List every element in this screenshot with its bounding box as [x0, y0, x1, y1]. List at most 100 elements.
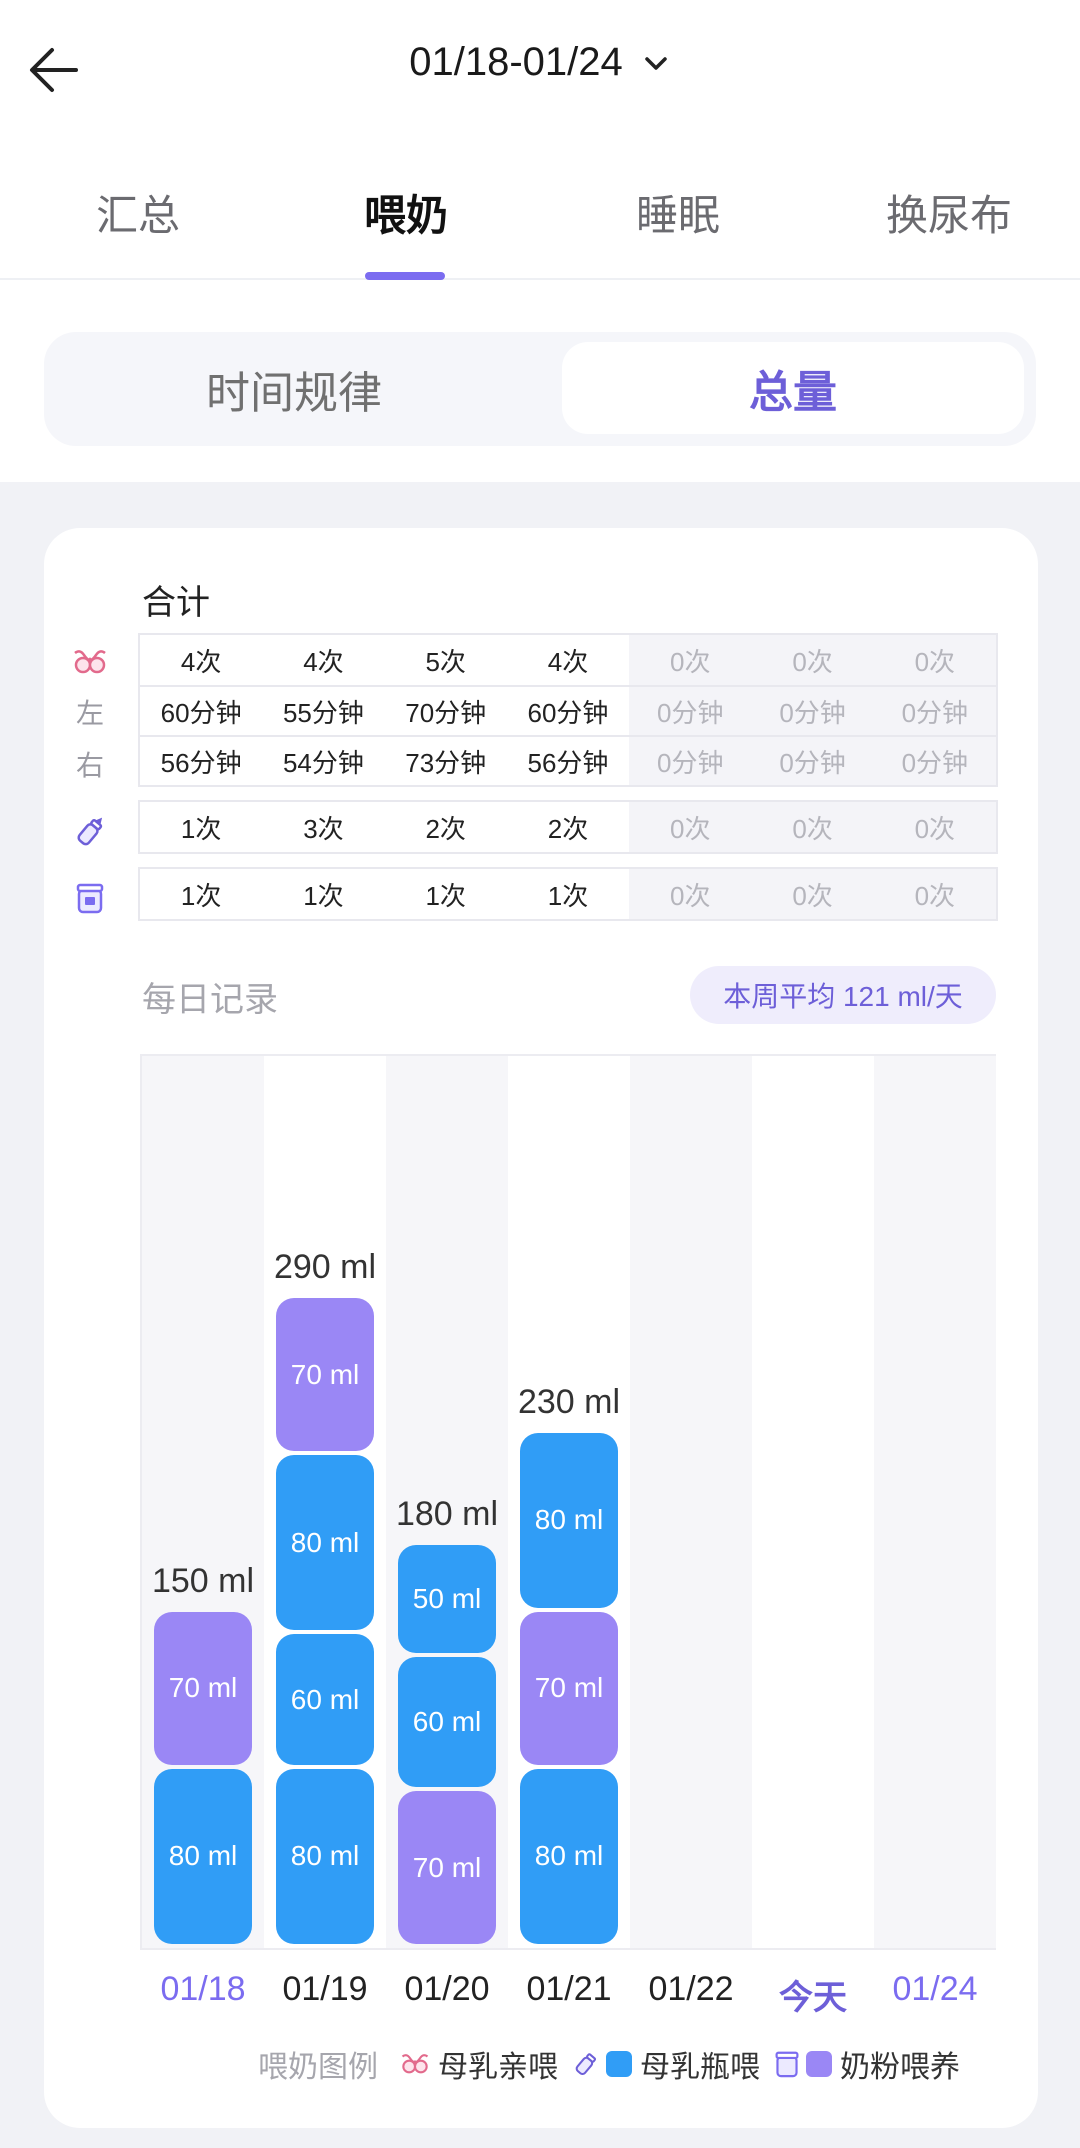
table-cell: 56分钟: [140, 737, 263, 785]
chart-bar-segment[interactable]: 70 ml: [398, 1791, 496, 1944]
chart-column: 70 ml 60 ml 50 ml 180 ml: [386, 1056, 508, 1948]
table-cell: 0次: [873, 802, 996, 852]
chart-total-label: 180 ml: [395, 1494, 499, 1533]
table-cell: 0次: [629, 802, 752, 852]
chart-x-tick-label[interactable]: 01/24: [892, 1970, 978, 2008]
table-cell: 73分钟: [384, 737, 507, 785]
legend-item-formula: 奶粉喂养: [774, 2042, 960, 2086]
date-range-selector[interactable]: 01/18-01/24: [0, 40, 1080, 85]
chart-bar-segment[interactable]: 60 ml: [276, 1634, 374, 1765]
tab-sleep[interactable]: 睡眠: [636, 192, 721, 239]
table-cell: 0次: [629, 635, 752, 685]
legend-label: 奶粉喂养: [840, 2051, 960, 2084]
chart-bar-segment[interactable]: 80 ml: [520, 1432, 618, 1608]
chart-column: [874, 1056, 996, 1948]
chart-bar-segment[interactable]: 80 ml: [276, 1455, 374, 1631]
legend-item-breastfeed: 母乳亲喂: [400, 2042, 558, 2086]
table-cell: 5次: [384, 635, 507, 685]
table-cell: 0分钟: [751, 737, 874, 785]
breast-icon: [70, 642, 110, 682]
table-row: 60分钟 55分钟 70分钟 60分钟 0分钟 0分钟 0分钟: [140, 685, 996, 735]
daily-intake-chart: 80 ml 70 ml 150 ml 80 ml 60 ml 80 ml 70 ml 290 …: [140, 1054, 996, 1950]
table-cell: 55分钟: [262, 687, 385, 735]
chart-bar-segment[interactable]: 70 ml: [154, 1612, 252, 1765]
date-range-label: 01/18-01/24: [409, 40, 623, 84]
table-cell: 0分钟: [629, 687, 752, 735]
table-cell: 1次: [140, 869, 263, 919]
table-cell: 2次: [384, 802, 507, 852]
chart-x-tick-label[interactable]: 01/20: [404, 1970, 490, 2008]
chart-bar-segment[interactable]: 70 ml: [520, 1612, 618, 1765]
legend-title: 喂奶图例: [258, 2051, 378, 2084]
chart-total-label: 290 ml: [273, 1248, 377, 1287]
chart-total-label: 150 ml: [151, 1562, 255, 1600]
chart-bar-segment[interactable]: 50 ml: [398, 1544, 496, 1653]
header: 01/18-01/24: [0, 0, 1080, 140]
bottle-feed-table: 1次 3次 2次 2次 0次 0次 0次: [138, 800, 998, 854]
table-row: 1次 1次 1次 1次 0次 0次 0次: [140, 869, 996, 919]
bottle-icon: [70, 812, 110, 852]
table-cell: 1次: [140, 802, 263, 852]
chart-total-label: 230 ml: [517, 1382, 621, 1421]
table-cell: 0次: [629, 869, 752, 919]
chart-x-tick-label[interactable]: 01/21: [526, 1970, 612, 2008]
weekly-average-badge: 本周平均 121 ml/天: [690, 966, 996, 1024]
breast-icon: [401, 2054, 429, 2074]
chart-column: 80 ml 60 ml 80 ml 70 ml 290 ml: [264, 1056, 386, 1948]
breastfeed-table: 4次 4次 5次 4次 0次 0次 0次 60分钟 55分钟 70分钟 60分钟…: [138, 633, 998, 787]
table-cell: 3次: [262, 802, 385, 852]
category-tabs: 汇总 喂奶 睡眠 换尿布: [0, 160, 1080, 280]
chart-x-tick-label[interactable]: 01/19: [282, 1970, 368, 2008]
back-button[interactable]: [24, 40, 84, 100]
legend-item-bottle: 母乳瓶喂: [572, 2042, 760, 2086]
segment-total[interactable]: 总量: [562, 342, 1024, 434]
feeding-legend: 喂奶图例 母乳亲喂 母乳瓶喂 奶粉喂养: [258, 2042, 974, 2086]
daily-records-title: 每日记录: [142, 981, 278, 1019]
arrow-left-icon: [30, 48, 78, 92]
table-cell: 4次: [140, 635, 263, 685]
formula-feed-table: 1次 1次 1次 1次 0次 0次 0次: [138, 867, 998, 921]
row-label-left: 左: [75, 698, 104, 729]
table-cell: 0次: [751, 802, 874, 852]
totals-title: 合计: [142, 584, 210, 622]
table-cell: 0次: [751, 869, 874, 919]
chart-column: 80 ml 70 ml 150 ml: [142, 1056, 264, 1948]
chart-bar-segment[interactable]: 60 ml: [398, 1656, 496, 1788]
chart-column: 80 ml 70 ml 80 ml 230 ml: [508, 1056, 630, 1948]
chart-bar-segment[interactable]: 80 ml: [276, 1768, 374, 1944]
table-cell: 1次: [506, 869, 630, 919]
table-cell: 54分钟: [262, 737, 385, 785]
table-cell: 0次: [873, 635, 996, 685]
tab-feeding[interactable]: 喂奶: [364, 192, 449, 239]
table-row: 1次 3次 2次 2次 0次 0次 0次: [140, 802, 996, 852]
segment-time-pattern[interactable]: 时间规律: [206, 369, 382, 418]
tab-diaper[interactable]: 换尿布: [886, 192, 1013, 239]
legend-swatch-bottle: [606, 2051, 632, 2077]
legend-swatch-formula: [806, 2051, 832, 2077]
table-cell: 1次: [384, 869, 507, 919]
table-cell: 4次: [262, 635, 385, 685]
chart-x-tick-label[interactable]: 01/22: [648, 1970, 734, 2008]
table-cell: 60分钟: [506, 687, 630, 735]
chart-bar-segment[interactable]: 70 ml: [276, 1298, 374, 1452]
formula-can-icon: [775, 2051, 799, 2078]
chart-bar-segment[interactable]: 80 ml: [520, 1768, 618, 1944]
active-tab-indicator: [365, 272, 445, 280]
table-cell: 1次: [262, 869, 385, 919]
table-row: 4次 4次 5次 4次 0次 0次 0次: [140, 635, 996, 685]
table-cell: 60分钟: [140, 687, 263, 735]
chart-x-tick-label[interactable]: 今天: [779, 1979, 847, 2017]
chart-bar-segment[interactable]: 80 ml: [154, 1768, 252, 1944]
table-cell: 0分钟: [873, 737, 996, 785]
table-cell: 0分钟: [751, 687, 874, 735]
table-cell: 56分钟: [506, 737, 630, 785]
chevron-down-icon: [645, 56, 667, 70]
table-cell: 70分钟: [384, 687, 507, 735]
tab-summary[interactable]: 汇总: [96, 192, 181, 239]
legend-label: 母乳亲喂: [438, 2051, 558, 2084]
table-cell: 0次: [751, 635, 874, 685]
chart-column: [752, 1056, 874, 1948]
chart-x-tick-label[interactable]: 01/18: [160, 1970, 246, 2008]
table-row: 56分钟 54分钟 73分钟 56分钟 0分钟 0分钟 0分钟: [140, 735, 996, 785]
view-mode-switch: 时间规律 总量: [44, 332, 1036, 446]
